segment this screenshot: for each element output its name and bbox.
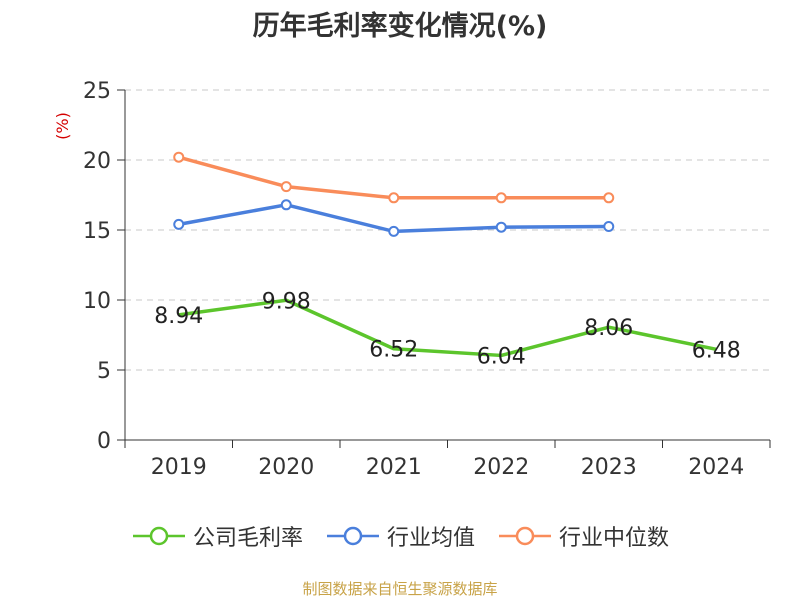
y-axis-label: (%) — [53, 112, 72, 140]
data-label: 6.48 — [692, 338, 741, 363]
series-line — [178, 298, 717, 358]
data-point — [173, 218, 185, 230]
series — [173, 151, 717, 358]
data-label: 9.98 — [262, 289, 311, 314]
data-point — [603, 192, 615, 204]
legend-item[interactable]: 行业均值 — [325, 520, 475, 552]
legend-label: 行业中位数 — [559, 526, 670, 551]
data-label: 6.04 — [477, 344, 526, 369]
x-tick-label: 2023 — [581, 455, 637, 480]
y-tick-label: 0 — [97, 429, 111, 454]
data-point — [603, 221, 615, 232]
legend: 公司毛利率 行业均值 行业中位数 — [0, 520, 800, 552]
data-point — [388, 225, 400, 237]
data-point — [173, 151, 185, 163]
legend-item[interactable]: 行业中位数 — [497, 520, 669, 552]
y-tick-label: 20 — [83, 149, 111, 174]
axes: 0 5 10 15 20 25 2019 2020 2021 2022 2023 2024 (%) — [53, 79, 771, 480]
x-tick-label: 2020 — [258, 455, 314, 480]
legend-label: 行业均值 — [386, 526, 475, 551]
y-tick-label: 15 — [83, 219, 111, 244]
data-point — [280, 199, 292, 211]
x-tick-label: 2019 — [151, 455, 207, 480]
data-label: 8.94 — [154, 304, 203, 329]
data-point — [495, 192, 507, 204]
legend-swatch-icon — [326, 526, 379, 546]
x-tick-label: 2022 — [473, 455, 529, 480]
data-point — [280, 181, 292, 193]
y-tick-label: 25 — [83, 79, 111, 104]
chart-title: 历年毛利率变化情况(%) — [252, 11, 548, 42]
legend-item[interactable]: 公司毛利率 — [131, 520, 303, 552]
x-tick-label: 2024 — [688, 455, 744, 480]
series-line — [178, 155, 609, 200]
legend-label: 公司毛利率 — [192, 526, 303, 551]
y-tick-label: 10 — [83, 289, 111, 314]
data-point — [388, 192, 400, 204]
data-labels: 8.94 9.98 6.52 6.04 8.06 6.48 — [154, 289, 740, 369]
data-label: 8.06 — [584, 316, 633, 341]
legend-swatch-icon — [499, 526, 551, 546]
x-tick-label: 2021 — [366, 455, 422, 480]
data-label: 6.52 — [369, 338, 418, 363]
legend-swatch-icon — [132, 526, 185, 546]
data-point — [495, 221, 507, 233]
source-note: 制图数据来自恒生聚源数据库 — [302, 580, 498, 598]
y-tick-label: 5 — [97, 359, 111, 384]
